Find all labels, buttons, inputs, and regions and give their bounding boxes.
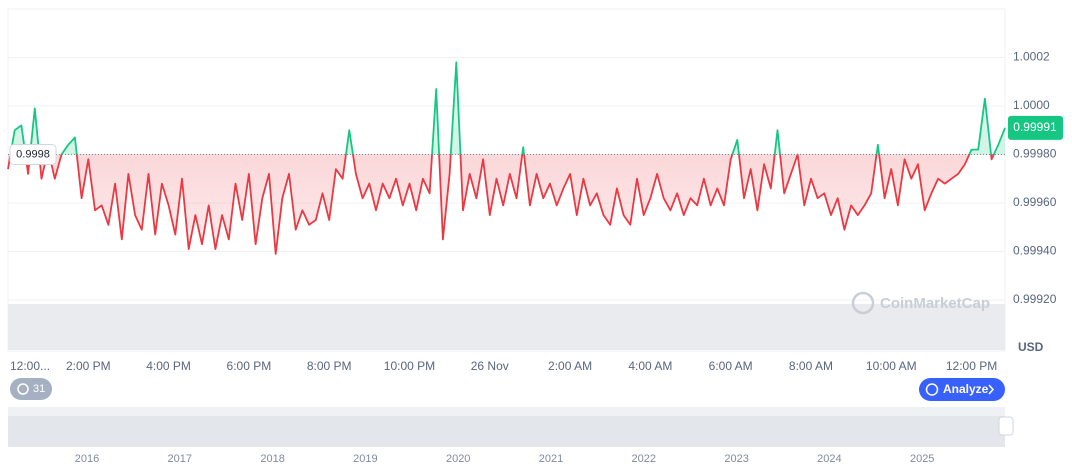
x-tick-label: 6:00 PM [227,359,272,373]
price-line [7,61,1006,255]
x-tick-label: 10:00 PM [384,359,435,373]
x-tick-label: 12:00 PM [946,359,997,373]
navigator-series [8,416,1005,447]
plot-frame [7,8,1006,352]
y-tick-label: 1.0002 [1013,50,1050,64]
x-tick-label: 4:00 AM [628,359,672,373]
y-tick-label: 1.0000 [1013,98,1050,112]
navigator-year: 2022 [632,453,656,465]
x-tick-label: 10:00 AM [866,359,917,373]
navigator-year: 2019 [353,453,377,465]
y-tick-label: 0.99920 [1013,292,1057,306]
x-tick-label: 6:00 AM [709,359,753,373]
navigator-year: 2021 [539,453,563,465]
navigator-year: 2017 [168,453,192,465]
baseline-label: 0.9998 [16,148,50,160]
y-tick-label: 0.99980 [1013,147,1057,161]
navigator-year: 2020 [446,453,470,465]
y-tick-label: 0.99940 [1013,244,1057,258]
navigator-year: 2016 [75,453,99,465]
history-button[interactable]: 31 [10,378,52,400]
navigator-year: 2023 [724,453,748,465]
navigator-year: 2024 [817,453,841,465]
x-tick-label: 4:00 PM [146,359,191,373]
navigator-handle[interactable] [998,416,1014,436]
analyze-text[interactable]: Analyze [943,382,989,396]
baseline-label-box [9,144,57,165]
analyze-pill[interactable] [919,378,1005,401]
navigator-year: 2018 [260,453,284,465]
current-price: 0.99991 [1013,120,1057,134]
navigator-year: 2025 [910,453,934,465]
x-tick-label: 8:00 PM [307,359,352,373]
x-tick-label: 26 Nov [471,359,509,373]
baseline-area [8,62,1005,254]
history-pill[interactable] [10,378,52,400]
history-count[interactable]: 31 [33,383,45,395]
analyze-button[interactable]: Analyze [919,378,1005,401]
x-tick-label: 12:00... [10,359,50,373]
volume-area [8,304,1005,350]
current-price-box [1008,115,1063,140]
y-tick-label: 0.99960 [1013,195,1057,209]
watermark: CoinMarketCap [851,291,990,315]
unit-label: USD [1018,340,1044,354]
x-tick-label: 2:00 AM [548,359,592,373]
x-tick-label: 2:00 PM [66,359,111,373]
watermark-text: CoinMarketCap [880,295,990,312]
x-tick-label: 8:00 AM [789,359,833,373]
